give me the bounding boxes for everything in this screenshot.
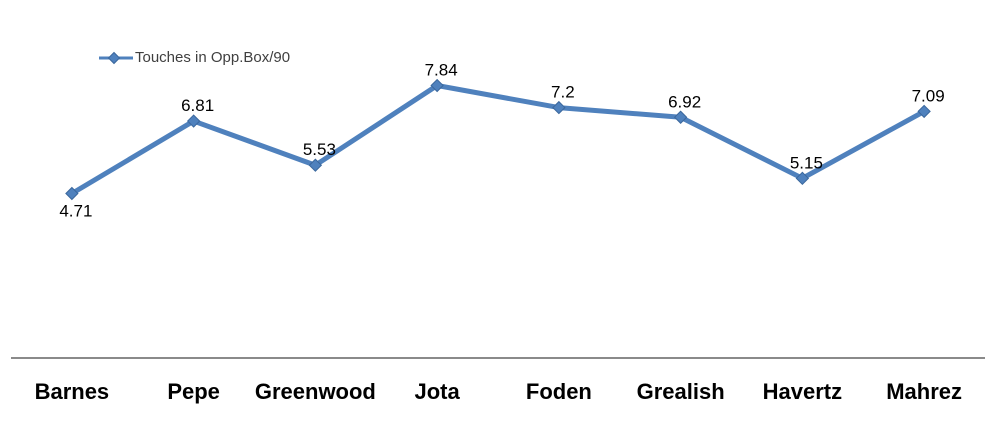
legend-marker-icon bbox=[99, 51, 133, 64]
data-label: 6.92 bbox=[668, 92, 701, 111]
data-point-marker bbox=[65, 186, 79, 201]
data-point-marker bbox=[917, 104, 931, 119]
data-point-marker bbox=[673, 110, 688, 124]
x-axis-label-mahrez: Mahrez bbox=[886, 379, 963, 404]
x-axis-label-foden: Foden bbox=[525, 379, 592, 404]
data-point-marker bbox=[430, 78, 444, 93]
x-axis-line bbox=[11, 357, 985, 359]
x-axis-label-barnes: Barnes bbox=[34, 379, 110, 404]
data-label: 7.09 bbox=[912, 86, 945, 105]
data-label: 6.81 bbox=[181, 96, 214, 115]
legend: Touches in Opp.Box/90 bbox=[99, 49, 290, 66]
legend-label: Touches in Opp.Box/90 bbox=[135, 49, 291, 66]
x-axis-label-jota: Jota bbox=[414, 379, 460, 404]
x-axis-labels: Barnes Pepe Greenwood Jota Foden Grealis… bbox=[11, 379, 985, 405]
x-axis-label-pepe: Pepe bbox=[167, 379, 220, 404]
data-label: 7.2 bbox=[551, 83, 575, 102]
data-point-marker bbox=[186, 114, 201, 128]
data-point-marker bbox=[552, 100, 566, 115]
data-label: 5.15 bbox=[790, 153, 823, 172]
data-point-marker bbox=[308, 158, 323, 172]
x-axis-label-grealish: Grealish bbox=[636, 379, 725, 404]
data-label: 5.53 bbox=[303, 140, 336, 159]
data-label: 4.71 bbox=[59, 202, 92, 221]
x-axis-label-greenwood: Greenwood bbox=[254, 379, 376, 404]
x-axis-label-havertz: Havertz bbox=[762, 379, 843, 404]
series-line bbox=[69, 83, 927, 197]
data-point-marker bbox=[795, 171, 810, 186]
data-label: 7.84 bbox=[425, 61, 458, 80]
